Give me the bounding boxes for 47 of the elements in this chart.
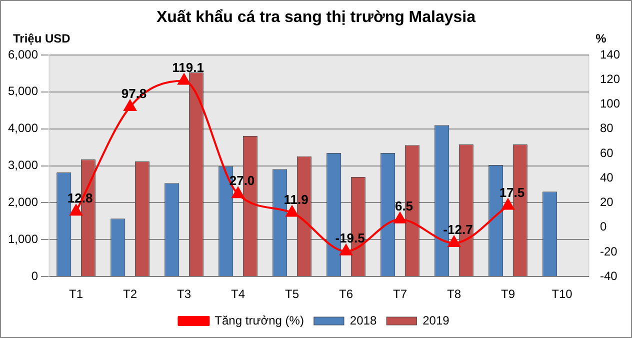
- point: [340, 244, 352, 256]
- y-axis-title: Triệu USD: [13, 31, 71, 46]
- legend-label: 2018: [350, 313, 377, 328]
- y-tick-label: 3,000: [8, 158, 38, 172]
- x-tick-label: T9: [500, 287, 516, 302]
- y2-tick-label: -40: [600, 268, 618, 283]
- data-label: 27.0: [229, 173, 255, 188]
- y-tick-label: 6,000: [8, 47, 38, 62]
- y-tick-label: 2,000: [8, 195, 38, 210]
- data-label: 17.5: [499, 184, 525, 200]
- y2-tick-label: 100: [600, 96, 620, 111]
- x-tick-label: T4: [231, 287, 246, 302]
- point: [502, 198, 514, 210]
- y2-tick-label: 80: [600, 121, 614, 136]
- y-tick-label: 0: [31, 268, 38, 283]
- y2-tick-label: 120: [600, 72, 620, 86]
- point: [448, 236, 460, 247]
- y2-tick-label: 140: [600, 47, 620, 62]
- x-tick-label: T2: [123, 287, 138, 302]
- legend-label: Tăng trưởng (%): [214, 313, 304, 328]
- point: [232, 187, 244, 198]
- point: [178, 74, 190, 85]
- data-label: -12.7: [443, 222, 473, 238]
- data-label: 119.1: [172, 60, 204, 75]
- legend-label: 2019: [422, 313, 450, 328]
- data-label: 12.8: [67, 190, 93, 206]
- x-tick-label: T7: [392, 287, 408, 302]
- x-tick-label: T5: [285, 287, 300, 302]
- x-tick-label: T3: [177, 287, 192, 302]
- y2-tick-label: 0: [600, 220, 607, 234]
- y2-axis-title: %: [596, 31, 607, 46]
- point: [286, 206, 298, 217]
- point: [70, 204, 82, 216]
- y-tick-label: 5,000: [8, 84, 38, 98]
- chart-title: Xuất khẩu cá tra sang thị trường Malaysia: [155, 9, 477, 27]
- y2-tick-label: 60: [600, 146, 614, 160]
- x-tick-label: T6: [338, 287, 354, 302]
- y-tick-label: 1,000: [8, 232, 38, 246]
- point: [124, 100, 136, 111]
- y2-tick-label: 20: [600, 195, 614, 210]
- point: [394, 212, 406, 224]
- x-tick-label: T8: [446, 287, 462, 302]
- y-tick-label: 4,000: [8, 121, 38, 136]
- x-tick-label: T1: [69, 287, 84, 302]
- y2-tick-label: 40: [600, 170, 614, 184]
- x-tick-label: T10: [552, 287, 573, 302]
- y2-tick-label: -20: [600, 244, 618, 258]
